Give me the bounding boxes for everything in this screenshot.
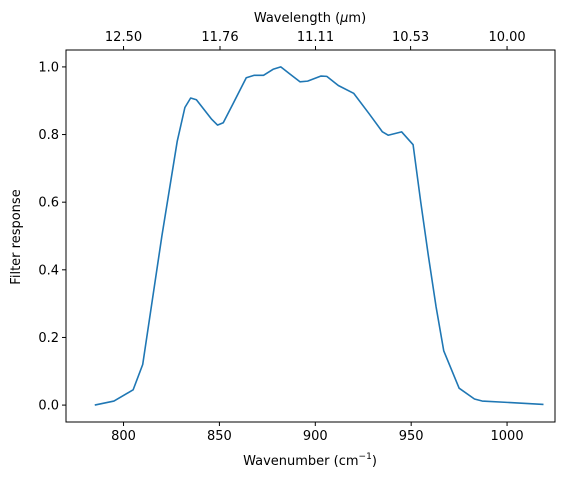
y-tick-label: 0.8 — [38, 128, 59, 143]
x-axis-label: Wavenumber (cm−1) — [243, 452, 377, 469]
x-tick-label: 900 — [303, 429, 328, 444]
top-tick-label: 11.76 — [201, 30, 238, 45]
top-tick-label: 10.00 — [488, 30, 525, 45]
filter-response-line — [94, 66, 544, 406]
top-tick-label: 10.53 — [392, 30, 429, 45]
top-tick-label: 11.11 — [297, 30, 334, 45]
x-tick-label: 800 — [111, 429, 136, 444]
top-axis-ticks: 12.50 11.76 11.11 10.53 10.00 — [105, 30, 526, 50]
top-axis-label: Wavelength (μm) — [254, 11, 366, 26]
top-tick-label: 12.50 — [105, 30, 142, 45]
y-tick-label: 0.6 — [38, 196, 59, 211]
x-tick-label: 850 — [207, 429, 232, 444]
bottom-axis-ticks: 800 850 900 950 1000 — [111, 422, 524, 444]
x-tick-label: 950 — [399, 429, 424, 444]
y-tick-label: 1.0 — [38, 60, 59, 75]
y-tick-label: 0.0 — [38, 399, 59, 414]
x-tick-label: 1000 — [491, 429, 524, 444]
plot-frame — [65, 49, 556, 423]
y-tick-label: 0.2 — [38, 331, 59, 346]
left-axis-ticks: 0.0 0.2 0.4 0.6 0.8 1.0 — [38, 60, 66, 414]
y-tick-label: 0.4 — [38, 263, 59, 278]
plot-area — [65, 49, 556, 423]
y-axis-label: Filter response — [9, 189, 24, 284]
